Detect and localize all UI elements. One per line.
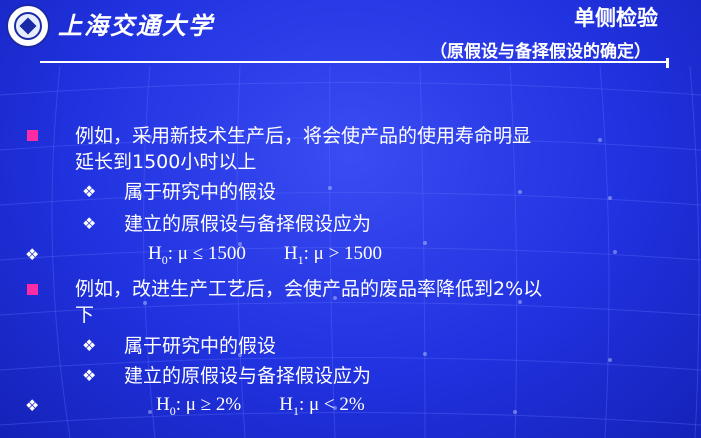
null-hypothesis-symbol: H: [148, 243, 162, 264]
alt-hypothesis-symbol: H: [279, 394, 293, 415]
header-divider: [40, 61, 668, 63]
diamond-bullet-icon: ❖: [82, 182, 97, 201]
example-1-sub-1: 属于研究中的假设: [124, 181, 277, 203]
alt-hypothesis-subscript: 1: [292, 403, 299, 418]
null-hypothesis-subscript: 0: [161, 252, 168, 267]
university-seal-icon: [6, 4, 50, 48]
bullet-square-2: [27, 284, 38, 295]
header-divider-end: [666, 58, 669, 68]
diamond-bullet-icon: ❖: [25, 245, 40, 264]
example-2-sub-1: 属于研究中的假设: [124, 335, 277, 357]
null-hypothesis-subscript: 0: [169, 403, 176, 418]
example-2-sub-2: 建立的原假设与备择假设应为: [124, 365, 372, 387]
null-hypothesis-symbol: H: [156, 394, 170, 415]
example-1-line-1: 例如，采用新技术生产后，将会使产品的使用寿命明显: [75, 125, 532, 147]
diamond-bullet-icon: ❖: [82, 214, 97, 233]
alt-hypothesis-relation: : μ > 1500: [303, 243, 383, 264]
diamond-bullet-icon: ❖: [82, 336, 97, 355]
alt-hypothesis-symbol: H: [283, 243, 298, 264]
diamond-bullet-icon: ❖: [82, 366, 97, 385]
seal-emblem: [19, 17, 37, 35]
null-hypothesis-relation: : μ ≤ 1500: [167, 243, 246, 264]
example-1-sub-2: 建立的原假设与备择假设应为: [124, 213, 372, 235]
slide-subtitle: （原假设与备择假设的确定）: [430, 42, 651, 62]
university-name: 上海交通大学: [58, 11, 214, 40]
example-1-hypotheses: H0: μ ≤ 1500 H1: μ > 1500: [148, 243, 382, 268]
bullet-square-1: [27, 130, 38, 141]
null-hypothesis-relation: : μ ≥ 2%: [175, 394, 242, 415]
example-1-line-2: 延长到1500小时以上: [75, 151, 257, 173]
seal-ring: [14, 12, 42, 40]
example-2-line-1: 例如，改进生产工艺后，会使产品的废品率降低到2%以: [75, 278, 543, 300]
example-2-line-2: 下: [75, 304, 95, 326]
slide-header: 上海交通大学 单侧检验 （原假设与备择假设的确定）: [0, 0, 701, 68]
example-2-hypotheses: H0: μ ≥ 2% H1: μ < 2%: [156, 394, 365, 419]
alt-hypothesis-subscript: 1: [297, 252, 304, 267]
slide-title: 单侧检验: [574, 6, 658, 30]
alt-hypothesis-relation: : μ < 2%: [298, 394, 365, 415]
diamond-bullet-icon: ❖: [25, 396, 40, 415]
